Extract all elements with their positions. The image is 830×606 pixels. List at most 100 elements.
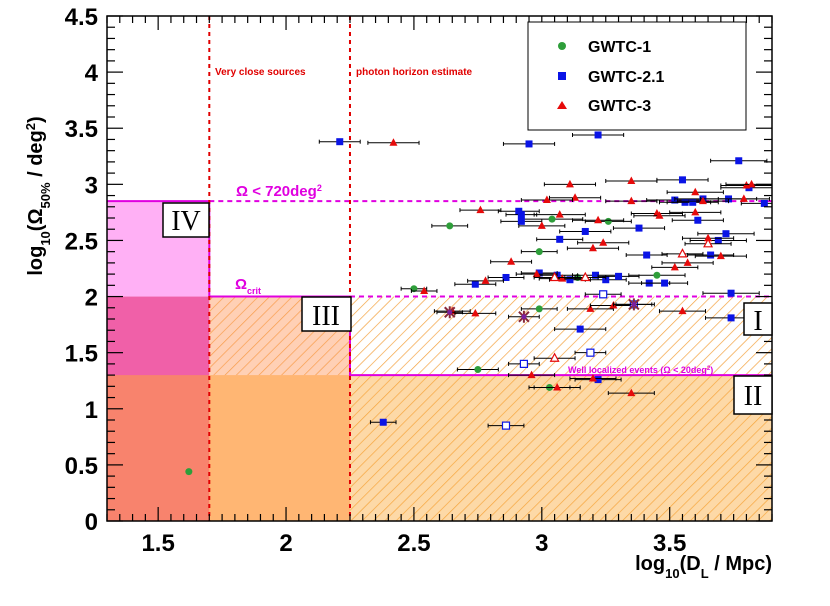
y-tick-label: 4.5 bbox=[65, 4, 98, 31]
point-gwtc-3 bbox=[627, 388, 636, 397]
point-gwtc-3 bbox=[747, 179, 756, 188]
point-gwtc-1 bbox=[653, 271, 661, 279]
point-gwtc-2-1 bbox=[592, 271, 600, 279]
x-tick-label: 2.5 bbox=[397, 530, 430, 557]
legend-marker-gwtc3 bbox=[557, 101, 567, 109]
point-gwtc-2-1 bbox=[566, 276, 574, 284]
vline-label-photon: photon horizon estimate bbox=[356, 67, 473, 78]
point-gwtc-1 bbox=[446, 222, 454, 230]
region-ii-left-overlay bbox=[107, 375, 350, 521]
point-gwtc-3 bbox=[698, 196, 707, 205]
x-tick-label: 1.5 bbox=[141, 530, 174, 557]
point-gwtc-3-open bbox=[677, 248, 688, 258]
y-tick-label: 0 bbox=[85, 509, 98, 536]
point-special-center bbox=[521, 314, 527, 320]
point-gwtc-3 bbox=[588, 243, 597, 252]
region-i-fill bbox=[349, 296, 772, 376]
point-gwtc-2-1 bbox=[535, 269, 543, 277]
point-gwtc-3 bbox=[420, 286, 429, 294]
point-gwtc-2-1 bbox=[576, 325, 584, 333]
point-gwtc-2-1 bbox=[678, 176, 686, 184]
point-gwtc-2-1-open bbox=[599, 290, 608, 299]
point-gwtc-3 bbox=[542, 195, 551, 204]
y-tick-label: 3 bbox=[85, 172, 98, 199]
point-gwtc-2-1 bbox=[735, 157, 743, 165]
point-gwtc-2-1 bbox=[602, 276, 610, 284]
point-gwtc-2-1 bbox=[615, 272, 623, 280]
y-tick-label: 4 bbox=[85, 60, 99, 87]
point-gwtc-3 bbox=[691, 207, 700, 216]
y-tick-label: 2.5 bbox=[65, 228, 98, 255]
point-gwtc-1 bbox=[548, 215, 556, 223]
point-gwtc-3 bbox=[691, 187, 700, 196]
y-tick-label: 3.5 bbox=[65, 116, 98, 143]
region-ii-orange bbox=[349, 375, 772, 521]
x-tick-label: 2 bbox=[279, 530, 292, 557]
svg-text:III: III bbox=[312, 301, 340, 332]
svg-text:IV: IV bbox=[171, 206, 201, 237]
y-tick-label: 2 bbox=[85, 285, 98, 312]
point-gwtc-3 bbox=[565, 179, 574, 188]
point-gwtc-2-1-open bbox=[519, 359, 529, 368]
point-gwtc-2-1 bbox=[694, 216, 702, 224]
legend-label-gwtc3: GWTC-3 bbox=[588, 98, 651, 115]
point-gwtc-1 bbox=[474, 366, 482, 373]
region-label-iv: IV bbox=[162, 202, 210, 238]
point-gwtc-1 bbox=[535, 248, 543, 256]
hline-label-crit: Ωcrit bbox=[235, 276, 261, 296]
point-gwtc-3 bbox=[739, 194, 748, 202]
point-gwtc-3 bbox=[471, 308, 480, 317]
point-gwtc-3 bbox=[532, 269, 541, 278]
x-axis-title: log10(DL / Mpc) bbox=[635, 553, 772, 581]
point-gwtc-3-open bbox=[549, 352, 560, 362]
x-tick-label: 3.5 bbox=[653, 530, 686, 557]
point-gwtc-3 bbox=[537, 221, 546, 229]
legend-marker-gwtc21 bbox=[558, 72, 566, 80]
point-gwtc-3 bbox=[588, 373, 597, 382]
point-gwtc-3 bbox=[481, 276, 490, 284]
point-gwtc-3 bbox=[476, 205, 485, 214]
point-gwtc-3 bbox=[678, 306, 687, 315]
point-gwtc-2-1 bbox=[471, 280, 479, 288]
legend: GWTC-1 GWTC-2.1 GWTC-3 bbox=[527, 21, 747, 131]
point-gwtc-3 bbox=[627, 176, 636, 184]
point-gwtc-2-1 bbox=[722, 230, 730, 238]
point-gwtc-2-1 bbox=[635, 224, 643, 232]
point-gwtc-2-1 bbox=[661, 279, 669, 287]
region-label-iii: III bbox=[301, 296, 352, 332]
region-label-i: I bbox=[743, 302, 773, 337]
vline-label-close: Very close sources bbox=[215, 67, 306, 78]
point-gwtc-2-1 bbox=[594, 131, 602, 139]
point-gwtc-3 bbox=[507, 257, 516, 265]
point-gwtc-2-1 bbox=[707, 251, 715, 259]
point-gwtc-2-1 bbox=[727, 314, 735, 322]
point-gwtc-2-1 bbox=[556, 235, 564, 243]
point-gwtc-3 bbox=[704, 233, 713, 242]
point-gwtc-2-1 bbox=[525, 140, 533, 148]
region-ii-hatch bbox=[349, 375, 772, 521]
hline-label-well: Well localized events (Ω < 20deg2) bbox=[568, 365, 713, 375]
data-marks bbox=[185, 131, 772, 476]
point-gwtc-3 bbox=[716, 251, 725, 260]
point-gwtc-3 bbox=[389, 138, 398, 146]
region-boundary bbox=[107, 200, 772, 377]
point-gwtc-3 bbox=[527, 370, 536, 379]
point-gwtc-1 bbox=[535, 305, 543, 313]
y-axis-title: log10(Ω50% / deg2) bbox=[23, 116, 53, 275]
point-gwtc-3 bbox=[683, 258, 692, 266]
point-gwtc-2-1 bbox=[689, 198, 697, 206]
legend-label-gwtc1: GWTC-1 bbox=[588, 39, 651, 56]
y-tick-label: 1.5 bbox=[65, 341, 98, 368]
x-tick-label: 3 bbox=[535, 530, 548, 557]
point-gwtc-3 bbox=[586, 304, 595, 312]
point-gwtc-3-open bbox=[549, 271, 560, 282]
svg-text:II: II bbox=[744, 381, 763, 412]
legend-label-gwtc21: GWTC-2.1 bbox=[588, 69, 665, 86]
point-gwtc-2-1 bbox=[336, 138, 344, 146]
point-special-center bbox=[631, 301, 637, 307]
point-special-center bbox=[447, 309, 453, 315]
point-gwtc-2-1 bbox=[727, 289, 735, 297]
point-gwtc-2-1 bbox=[760, 199, 768, 207]
y-tick-label: 1 bbox=[85, 397, 98, 424]
